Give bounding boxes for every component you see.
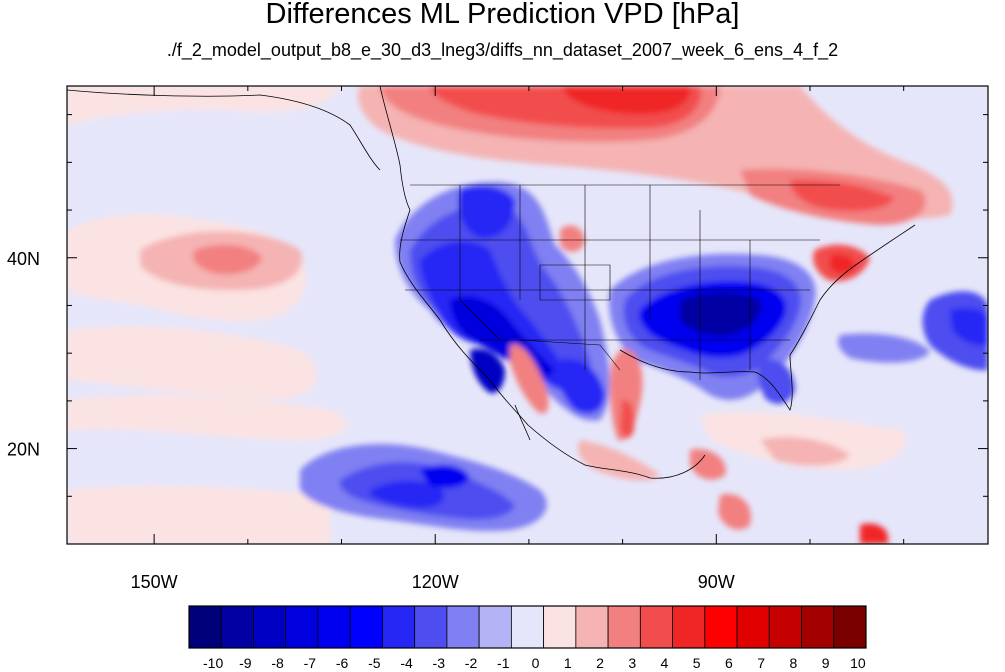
- y-tick-label: 40N: [7, 249, 40, 269]
- colorbar-swatch: [349, 605, 383, 649]
- gulf-atlantic-coastline: [619, 224, 916, 411]
- colorbar-labels: -10 -9 -8 -7 -6 -5 -4 -3 -2 -1 0 1 2 3 4 5 6 7 8 9 10: [203, 655, 866, 671]
- colorbar-swatch: [478, 605, 512, 649]
- colorbar-swatch: [575, 605, 609, 649]
- colorbar-label: 2: [596, 655, 604, 671]
- colorbar-swatch: [285, 605, 319, 649]
- field-region: [950, 308, 988, 346]
- axis-ticks: [67, 86, 988, 544]
- field-region: [67, 394, 347, 440]
- colorbar-label: -7: [304, 655, 317, 671]
- colorbar-swatch: [446, 605, 480, 649]
- field-region: [830, 254, 856, 274]
- colorbar-swatch: [414, 605, 448, 649]
- field-region: [560, 225, 585, 252]
- state-border: [459, 185, 501, 341]
- field-region: [370, 480, 444, 508]
- colorbar-label: -6: [336, 655, 349, 671]
- colorbar-swatch: [510, 605, 545, 649]
- field-region: [67, 326, 317, 400]
- figure-subtitle: ./f_2_model_output_b8_e_30_d3_lneg3/diff…: [166, 40, 839, 60]
- field-region: [838, 333, 930, 363]
- colorbar-label: -5: [368, 655, 381, 671]
- x-tick-label: 120W: [412, 572, 459, 592]
- colorbar-label: -4: [400, 655, 413, 671]
- coastlines: [67, 86, 916, 479]
- colorbar-swatch: [253, 605, 287, 649]
- colorbar-swatch: [188, 605, 222, 649]
- axis-tick-labels: 150W 120W 90W 20N 40N: [7, 249, 735, 592]
- heatmap-field: [67, 86, 988, 544]
- field-region: [420, 464, 470, 488]
- pacific-coastline: [379, 86, 529, 426]
- colorbar: [188, 605, 867, 649]
- colorbar-label: 7: [757, 655, 765, 671]
- field-region: [690, 449, 726, 480]
- baja-coastline: [514, 404, 531, 441]
- field-region: [610, 349, 643, 441]
- field-region: [470, 348, 505, 394]
- state-border: [539, 264, 611, 301]
- colorbar-swatch: [736, 605, 770, 649]
- field-region: [718, 494, 751, 530]
- colorbar-swatch: [543, 605, 577, 649]
- colorbar-label: 10: [850, 655, 866, 671]
- colorbar-swatch: [672, 605, 706, 649]
- field-region: [558, 359, 605, 414]
- colorbar-swatch: [801, 605, 835, 649]
- colorbar-label: 3: [628, 655, 636, 671]
- field-region: [578, 440, 660, 481]
- field-region: [620, 399, 635, 439]
- colorbar-label: -10: [203, 655, 223, 671]
- colorbar-label: 5: [693, 655, 701, 671]
- colorbar-label: 6: [725, 655, 733, 671]
- field-region: [560, 86, 691, 115]
- alaska-coastline: [67, 89, 381, 171]
- colorbar-swatch: [833, 605, 867, 649]
- y-tick-label: 20N: [7, 440, 40, 460]
- colorbar-label: 0: [532, 655, 540, 671]
- colorbar-label: -2: [465, 655, 478, 671]
- colorbar-swatch: [382, 605, 416, 649]
- field-region: [760, 436, 850, 466]
- colorbar-label: 8: [790, 655, 798, 671]
- field-region: [193, 244, 262, 275]
- colorbar-swatch: [317, 605, 351, 649]
- field-region: [67, 485, 330, 544]
- field-region: [860, 523, 889, 544]
- colorbar-label: -1: [497, 655, 510, 671]
- colorbar-swatch: [220, 605, 254, 649]
- colorbar-swatch: [639, 605, 673, 649]
- field-region: [757, 359, 795, 404]
- field-region: [510, 344, 549, 414]
- colorbar-label: 9: [822, 655, 830, 671]
- x-tick-label: 150W: [131, 572, 178, 592]
- state-borders: [400, 184, 840, 380]
- figure-title: Differences ML Prediction VPD [hPa]: [265, 0, 740, 30]
- colorbar-swatch: [704, 605, 738, 649]
- mexico-coastline: [527, 424, 706, 479]
- colorbar-label: -8: [271, 655, 284, 671]
- field-region: [458, 185, 515, 239]
- x-tick-label: 90W: [698, 572, 735, 592]
- field-region: [790, 179, 895, 212]
- colorbar-label: 4: [661, 655, 669, 671]
- plot-frame: [66, 85, 989, 545]
- colorbar-label: -3: [433, 655, 446, 671]
- colorbar-frame: [188, 605, 867, 649]
- colorbar-swatch: [768, 605, 802, 649]
- colorbar-label: -9: [239, 655, 252, 671]
- field-region: [67, 86, 340, 125]
- colorbar-swatch: [607, 605, 641, 649]
- colorbar-label: 1: [564, 655, 572, 671]
- us-mexico-border: [519, 339, 621, 371]
